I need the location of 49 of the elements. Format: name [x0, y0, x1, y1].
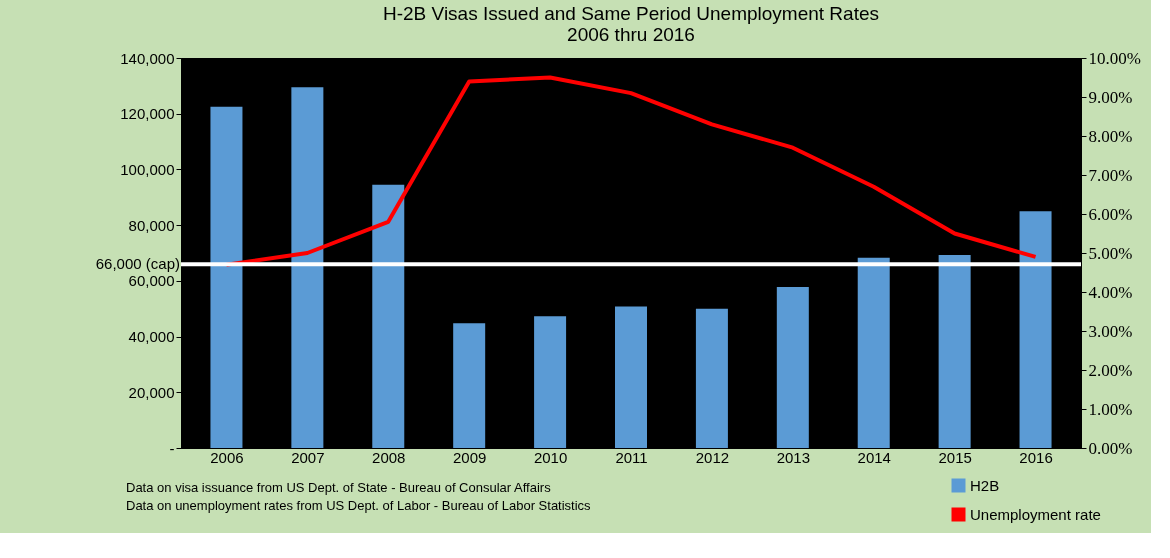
y2-tick-label: 9.00% [1088, 87, 1133, 107]
bar [291, 87, 324, 448]
bar [210, 106, 243, 448]
y2-tick-label: 0.00% [1088, 438, 1133, 458]
x-tick-label: 2016 [1019, 448, 1053, 466]
bar [534, 316, 567, 448]
y-tick-label: - [169, 439, 175, 457]
bar [453, 323, 486, 448]
y2-tick-label: 5.00% [1088, 243, 1133, 263]
bar [776, 286, 809, 448]
bar [938, 254, 971, 448]
x-tick-label: 2010 [533, 448, 568, 466]
text: H-2B Visas Issued and Same Period Unemployment Rates [382, 3, 880, 24]
x-tick-label: 2008 [372, 448, 406, 466]
x-tick-label: 2012 [695, 448, 730, 466]
x-tick-label: 2007 [291, 448, 325, 466]
x-tick-label: 2006 [210, 448, 244, 466]
ref-line-label: 66,000 (cap) [95, 255, 180, 273]
x-tick-label: 2009 [452, 448, 487, 466]
y-tick-label: 20,000 [128, 383, 175, 401]
bar [695, 308, 728, 448]
line-series [224, 75, 1038, 267]
y-tick-label: 140,000 [120, 49, 175, 67]
x-tick-label: 2013 [776, 448, 811, 466]
y2-tick-label: 4.00% [1088, 282, 1133, 302]
bar [1019, 211, 1052, 448]
legend-label: H2B [970, 476, 1000, 494]
text: Data on visa issuance from US Dept. of State - Bureau of Consular Affairs [126, 480, 552, 495]
x-tick-label: 2014 [857, 448, 891, 466]
y-tick-label: 100,000 [120, 160, 175, 178]
y-tick-label: 120,000 [120, 105, 175, 123]
x-tick-label: 2011 [615, 448, 648, 466]
y-tick-label: 40,000 [128, 328, 175, 346]
y2-tick-label: 7.00% [1088, 165, 1133, 185]
y-tick-label: 60,000 [128, 272, 175, 290]
y2-tick-label: 8.00% [1088, 126, 1133, 146]
y2-tick-label: 2.00% [1088, 360, 1133, 380]
legend-label: Unemployment rate [970, 505, 1101, 523]
y2-tick-label: 1.00% [1088, 399, 1133, 419]
y2-tick-label: 10.00% [1088, 48, 1141, 68]
text: 2006 thru 2016 [567, 24, 695, 45]
bar [857, 257, 890, 448]
y2-tick-label: 6.00% [1088, 204, 1133, 224]
bar [615, 306, 647, 448]
bar [372, 184, 405, 448]
x-tick-label: 2015 [938, 448, 972, 466]
y2-tick-label: 3.00% [1088, 321, 1133, 341]
y-tick-label: 80,000 [128, 216, 175, 234]
text: Data on unemployment rates from US Dept. of Labor - Bureau of Labor Statistics [126, 498, 592, 513]
